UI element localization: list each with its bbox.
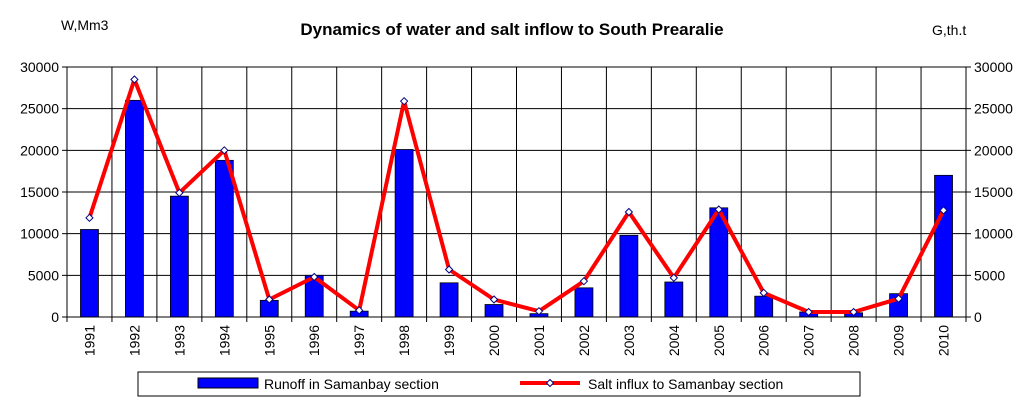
x-tick-label-1997: 1997 — [351, 325, 367, 356]
x-tick-label-2003: 2003 — [621, 325, 637, 356]
salt-point-2004 — [669, 273, 679, 283]
x-tick-label-2004: 2004 — [666, 325, 682, 356]
legend-line-marker — [545, 378, 555, 388]
salt-point-2000 — [489, 295, 499, 304]
x-tick-label-2000: 2000 — [486, 325, 502, 356]
tick-labels: 0 0 5000 5000 10000 10000 15000 15000 20000 20000… — [20, 59, 1013, 356]
legend-bar-swatch — [197, 377, 259, 389]
legend-bar-label: Runoff in Samanbay section — [264, 376, 439, 392]
x-tick-label-2010: 2010 — [936, 325, 952, 356]
bar-series — [80, 99, 953, 318]
salt-point-2007 — [804, 307, 813, 317]
salt-point-2010 — [939, 206, 948, 215]
axes — [62, 66, 971, 322]
bar-1992 — [125, 99, 144, 318]
y-tick-label-right: 0 — [974, 309, 982, 325]
bar-1991 — [80, 229, 99, 318]
y-tick-label-left: 25000 — [20, 101, 59, 117]
salt-point-1995 — [265, 295, 274, 304]
gridlines — [67, 66, 966, 317]
legend: Runoff in Samanbay section Salt influx t… — [137, 371, 861, 397]
x-tick-label-2009: 2009 — [891, 325, 907, 356]
x-tick-label-1996: 1996 — [306, 325, 322, 356]
salt-point-2001 — [534, 306, 544, 316]
line-series — [85, 75, 948, 317]
salt-point-2009 — [894, 294, 903, 303]
salt-point-2006 — [759, 288, 768, 298]
bar-2010 — [934, 174, 953, 318]
x-tick-label-1993: 1993 — [171, 325, 187, 356]
y-tick-label-right: 20000 — [974, 142, 1013, 158]
x-tick-label-1995: 1995 — [261, 325, 277, 356]
y-tick-label-right: 10000 — [974, 226, 1013, 242]
bar-1994 — [214, 159, 234, 318]
y-tick-label-left: 20000 — [20, 142, 59, 158]
salt-point-2005 — [714, 205, 723, 214]
y-tick-label-right: 25000 — [974, 101, 1013, 117]
x-tick-label-1994: 1994 — [216, 325, 232, 356]
y-tick-label-left: 15000 — [20, 184, 59, 200]
salt-point-2003 — [624, 207, 634, 217]
x-tick-label-1999: 1999 — [441, 325, 457, 356]
y-tick-label-left: 0 — [51, 309, 59, 325]
legend-line-label: Salt influx to Samanbay section — [588, 376, 783, 392]
x-tick-label-1991: 1991 — [81, 325, 97, 356]
x-tick-label-2002: 2002 — [576, 325, 592, 356]
x-tick-label-1992: 1992 — [126, 325, 142, 356]
bar-1998 — [394, 149, 414, 318]
x-tick-label-2008: 2008 — [846, 325, 862, 356]
salt-point-1994 — [220, 146, 229, 155]
chart-title: Dynamics of water and salt inflow to Sou… — [300, 20, 723, 39]
x-tick-label-2006: 2006 — [756, 325, 772, 356]
y-tick-label-left: 30000 — [20, 59, 59, 75]
x-tick-label-2005: 2005 — [711, 325, 727, 356]
salt-influx-line — [87, 77, 946, 314]
salt-point-2008 — [849, 307, 858, 317]
salt-point-1992 — [130, 75, 139, 84]
salt-point-2002 — [579, 276, 589, 286]
salt-point-1996 — [310, 272, 319, 282]
salt-point-1993 — [175, 188, 184, 198]
salt-point-1991 — [85, 213, 94, 223]
y-tick-label-right: 30000 — [974, 59, 1013, 75]
x-tick-label-1998: 1998 — [396, 325, 412, 356]
y-axis-right-label: G,th.t — [932, 22, 966, 38]
bar-2000 — [484, 304, 504, 318]
x-tick-label-2001: 2001 — [531, 325, 547, 356]
x-tick-label-2007: 2007 — [801, 325, 817, 356]
y-axis-left-label: W,Mm3 — [61, 17, 109, 33]
bar-1993 — [169, 195, 189, 318]
bar-2004 — [664, 281, 684, 318]
salt-point-1997 — [354, 306, 364, 315]
bar-2003 — [619, 234, 639, 318]
y-tick-label-right: 5000 — [974, 267, 1005, 283]
y-tick-label-right: 15000 — [974, 184, 1013, 200]
salt-point-1998 — [399, 96, 409, 106]
bar-2002 — [574, 287, 594, 318]
bar-2006 — [754, 295, 774, 318]
salt-point-1999 — [444, 265, 454, 274]
y-tick-label-left: 5000 — [28, 267, 59, 283]
bar-1999 — [439, 282, 459, 318]
y-tick-label-left: 10000 — [20, 226, 59, 242]
